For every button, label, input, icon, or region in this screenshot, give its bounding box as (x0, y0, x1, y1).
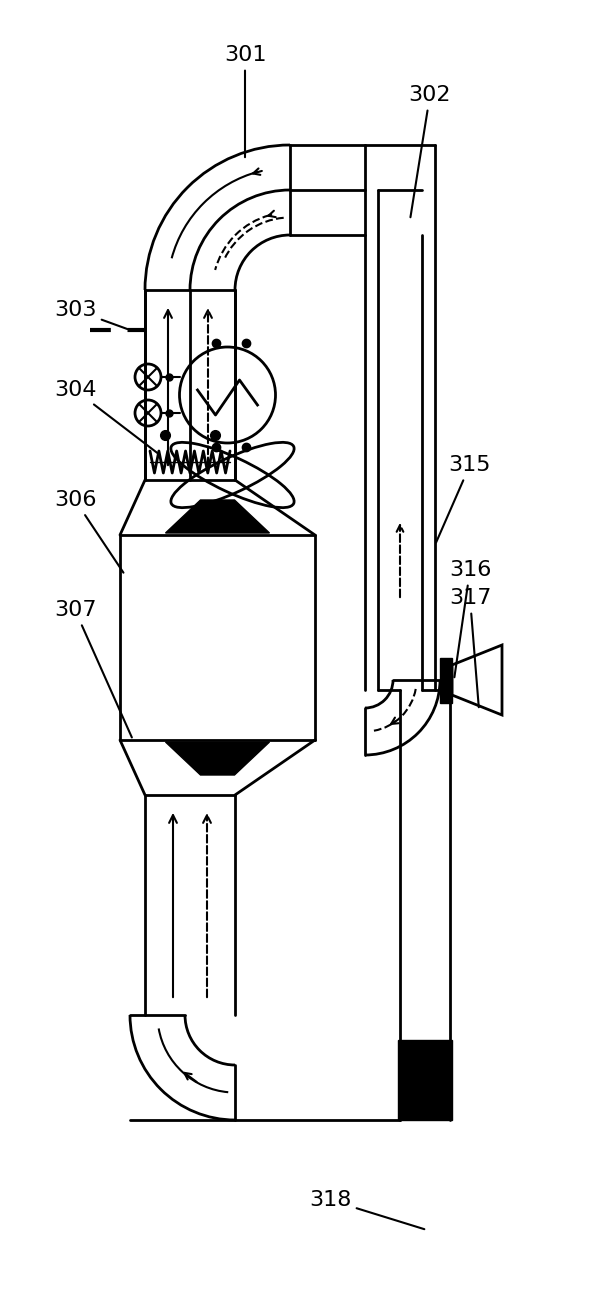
Polygon shape (440, 658, 452, 703)
Text: 307: 307 (53, 600, 132, 737)
Text: 304: 304 (53, 380, 158, 453)
Polygon shape (166, 742, 270, 775)
Polygon shape (166, 500, 270, 533)
Text: 316: 316 (449, 561, 491, 678)
Text: 318: 318 (309, 1190, 424, 1229)
Text: 306: 306 (53, 490, 124, 572)
Text: 317: 317 (449, 588, 491, 707)
Polygon shape (398, 1040, 452, 1120)
Text: 301: 301 (224, 45, 266, 157)
Text: 302: 302 (409, 86, 451, 217)
Text: 315: 315 (436, 455, 491, 542)
Text: 303: 303 (53, 300, 127, 329)
